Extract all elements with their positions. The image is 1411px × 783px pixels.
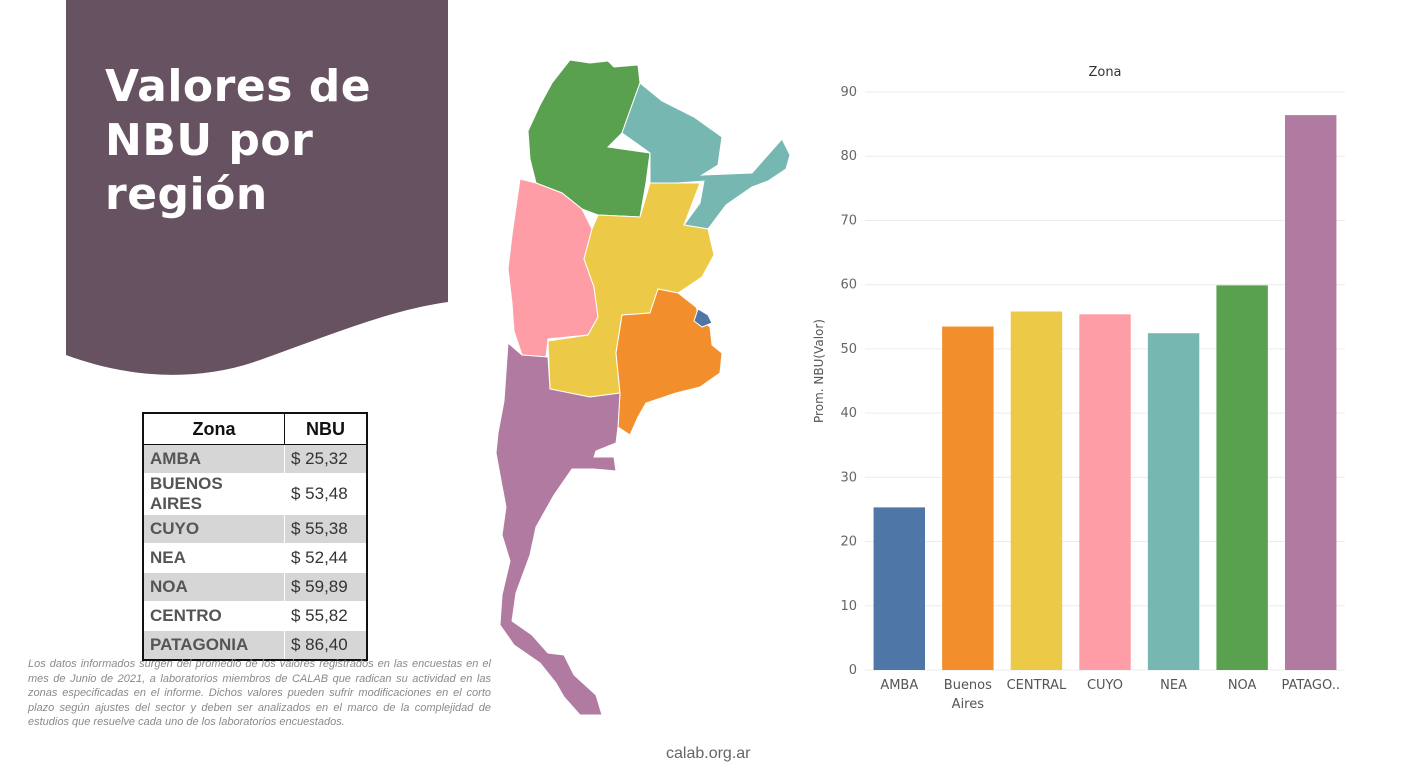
y-tick-label: 20 (840, 535, 857, 550)
site-url: calab.org.ar (666, 745, 751, 762)
table-cell-zona: BUENOS AIRES (143, 473, 285, 515)
chart-bars (873, 115, 1337, 670)
table-cell-nbu: $ 59,89 (284, 572, 367, 602)
y-tick-label: 90 (840, 85, 857, 100)
y-tick-label: 80 (840, 149, 857, 164)
title-panel-background (66, 0, 448, 375)
bar-chart: Zona Prom. NBU(Valor) 0 10 20 30 40 50 60 70 80 9… (812, 65, 1345, 712)
y-tick-label: 40 (840, 406, 857, 421)
table-row: CUYO $ 55,38 (143, 514, 367, 544)
bar (1010, 311, 1063, 670)
title-panel-shape (66, 0, 448, 375)
x-tick-label: CUYO (1087, 678, 1123, 693)
table-cell-nbu: $ 86,40 (284, 630, 367, 661)
table-header-nbu: NBU (284, 412, 368, 445)
chart-y-axis-label: Prom. NBU(Valor) (812, 319, 826, 423)
x-tick-label: CENTRAL (1007, 678, 1067, 693)
map-region-amba (693, 308, 713, 328)
page-title: Valores de NBU por región (105, 61, 372, 220)
map-region-noa (527, 59, 651, 218)
table-cell-nbu: $ 25,32 (284, 444, 367, 474)
bar (1216, 285, 1268, 670)
table-header-zona: Zona (142, 412, 285, 445)
table-cell-zona: PATAGONIA (143, 630, 285, 661)
chart-x-ticks: AMBA Buenos Aires CENTRAL CUYO NEA NOA PATAGO.. (880, 678, 1340, 712)
table-row: NEA $ 52,44 (143, 543, 367, 573)
y-tick-label: 50 (840, 342, 857, 357)
x-tick-label: AMBA (880, 678, 918, 693)
table-cell-zona: CENTRO (143, 601, 285, 631)
bar (873, 507, 925, 670)
y-tick-label: 60 (840, 278, 857, 293)
table-cell-nbu: $ 55,82 (284, 601, 367, 631)
table-cell-nbu: $ 52,44 (284, 543, 367, 573)
table-row: BUENOS AIRES $ 53,48 (143, 473, 367, 515)
y-tick-label: 10 (840, 599, 857, 614)
table-cell-nbu: $ 55,38 (284, 514, 367, 544)
table-cell-nbu: $ 53,48 (284, 473, 367, 515)
bar (1079, 314, 1131, 670)
table-row: AMBA $ 25,32 (143, 444, 367, 474)
y-tick-label: 0 (849, 663, 857, 678)
table-cell-zona: NOA (143, 572, 285, 602)
y-tick-label: 30 (840, 470, 857, 485)
x-tick-label: Buenos (944, 678, 992, 693)
table-cell-zona: AMBA (143, 444, 285, 474)
table-row: NOA $ 59,89 (143, 572, 367, 602)
footnote: Los datos informados surgen del promedio… (28, 658, 491, 728)
argentina-map (495, 59, 791, 716)
map-region-nea (621, 82, 791, 230)
x-tick-label: NOA (1228, 678, 1257, 693)
title-panel: Valores de NBU por región (0, 0, 460, 400)
chart-y-ticks: 0 10 20 30 40 50 60 70 80 90 (840, 85, 857, 678)
table-cell-zona: NEA (143, 543, 285, 573)
table-row: CENTRO $ 55,82 (143, 601, 367, 631)
chart-title: Zona (1088, 65, 1121, 80)
y-tick-label: 70 (840, 213, 857, 228)
map-region-patagonia (495, 341, 621, 716)
bar (1285, 115, 1337, 670)
table-header-row: Zona NBU (142, 412, 368, 445)
bar (1147, 333, 1200, 670)
x-tick-label: PATAGO.. (1281, 678, 1340, 693)
bar (942, 326, 994, 670)
table-cell-zona: CUYO (143, 514, 285, 544)
x-tick-label: Aires (952, 697, 985, 712)
table-row: PATAGONIA $ 86,40 (143, 630, 367, 661)
x-tick-label: NEA (1160, 678, 1187, 693)
nbu-table: Zona NBU AMBA $ 25,32 BUENOS AIRES $ 53,… (142, 412, 368, 661)
